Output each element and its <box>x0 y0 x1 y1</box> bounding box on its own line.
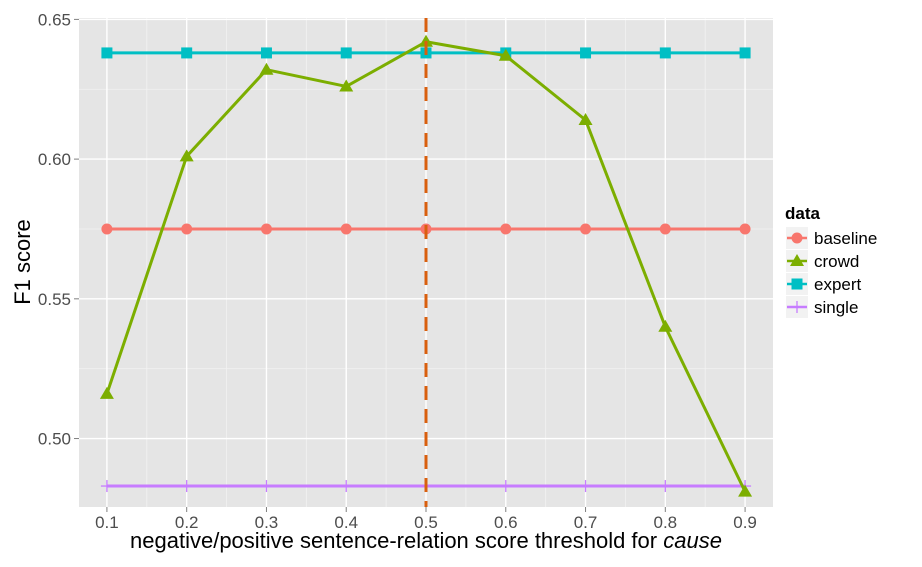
y-tick-label: 0.50 <box>38 430 71 449</box>
data-point-crowd <box>179 149 194 162</box>
legend-label-single: single <box>814 298 858 317</box>
data-point-single <box>659 480 672 493</box>
x-axis-title-emphasis: cause <box>663 528 722 553</box>
data-point-expert <box>580 47 592 59</box>
legend-label-expert: expert <box>814 275 862 294</box>
legend: data baseline crowd expert single <box>785 204 877 318</box>
y-tick-label: 0.55 <box>38 290 71 309</box>
data-point-single <box>499 480 512 493</box>
data-point-baseline <box>659 223 671 235</box>
legend-label-baseline: baseline <box>814 229 877 248</box>
data-point-expert <box>659 47 671 59</box>
data-point-single <box>340 480 353 493</box>
x-tick-label: 0.5 <box>414 513 438 532</box>
data-point-crowd <box>578 112 593 125</box>
x-tick-label: 0.4 <box>334 513 358 532</box>
x-tick-label: 0.6 <box>494 513 518 532</box>
data-point-baseline <box>101 223 113 235</box>
data-point-single <box>260 480 273 493</box>
data-point-baseline <box>181 223 193 235</box>
data-point-crowd <box>339 79 354 92</box>
y-tick-label: 0.65 <box>38 10 71 29</box>
series-layer <box>99 18 753 507</box>
data-point-single <box>579 480 592 493</box>
y-tick-label: 0.60 <box>38 150 71 169</box>
legend-label-crowd: crowd <box>814 252 859 271</box>
x-axis-title-main: negative/positive sentence-relation scor… <box>130 528 663 553</box>
data-point-expert <box>340 47 352 59</box>
data-point-crowd <box>658 319 673 332</box>
data-point-crowd <box>259 62 274 75</box>
data-point-single <box>100 480 113 493</box>
data-point-baseline <box>739 223 751 235</box>
y-axis-title: F1 score <box>10 219 35 305</box>
data-point-expert <box>181 47 193 59</box>
data-point-crowd <box>419 34 433 47</box>
x-tick-label: 0.1 <box>95 513 119 532</box>
data-point-baseline <box>500 223 512 235</box>
axis-layer: 0.1 0.2 0.3 0.4 0.5 0.6 0.7 0.8 0.9 0.50 0.55 0.60 0… <box>38 10 757 532</box>
data-point-expert <box>101 47 113 59</box>
x-tick-label: 0.7 <box>574 513 598 532</box>
x-tick-label: 0.8 <box>653 513 677 532</box>
x-tick-label: 0.2 <box>175 513 199 532</box>
x-tick-label: 0.9 <box>733 513 757 532</box>
data-point-baseline <box>260 223 272 235</box>
legend-key-marker-baseline <box>791 232 803 244</box>
data-point-single <box>180 480 193 493</box>
data-point-expert <box>260 47 272 59</box>
data-point-expert <box>739 47 751 59</box>
x-tick-label: 0.3 <box>255 513 279 532</box>
data-point-baseline <box>340 223 352 235</box>
data-point-baseline <box>580 223 592 235</box>
data-point-crowd <box>99 386 114 399</box>
data-point-crowd <box>738 484 753 497</box>
legend-key-marker-expert <box>791 278 803 290</box>
data-point-crowd <box>498 48 513 61</box>
x-axis-title: negative/positive sentence-relation scor… <box>130 528 722 553</box>
legend-key-marker-crowd <box>790 254 804 266</box>
legend-key-marker-single <box>791 301 803 313</box>
legend-title: data <box>785 204 821 223</box>
